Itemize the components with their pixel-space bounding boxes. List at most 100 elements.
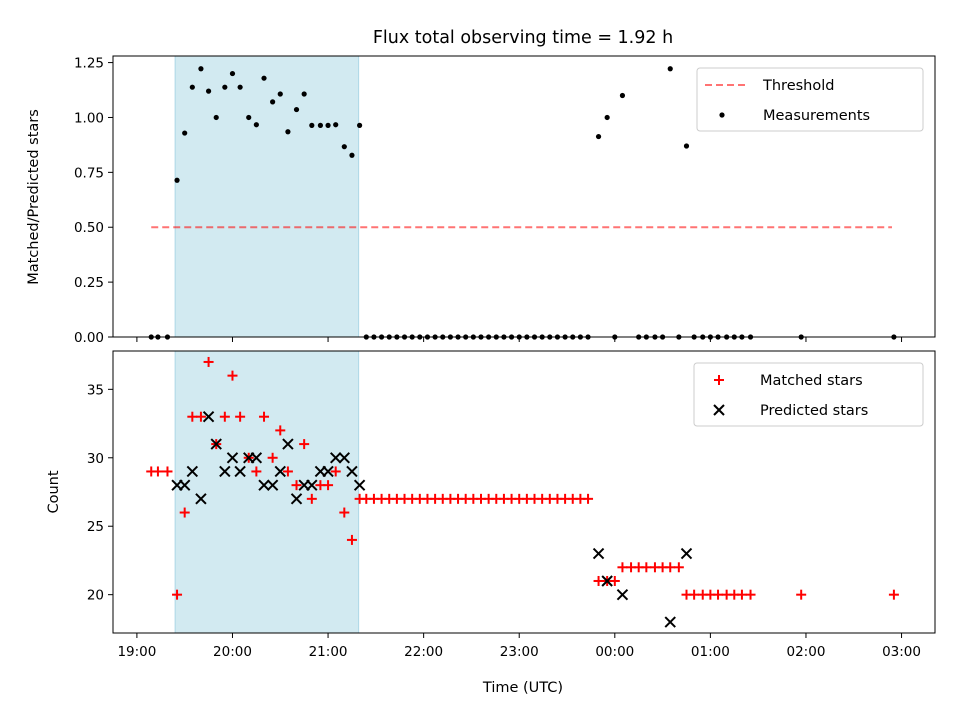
x-tick-label: 00:00 (595, 644, 634, 660)
predicted-star-point (282, 438, 294, 450)
predicted-star-point (322, 465, 334, 478)
matched-star-point (583, 493, 594, 504)
y-tick-label: 0.25 (74, 275, 104, 291)
matched-star-point (195, 411, 206, 422)
matched-star-point (152, 466, 163, 477)
matched-star-point (346, 534, 357, 545)
measurement-point (198, 66, 204, 72)
predicted-star-point (195, 493, 207, 505)
bottom-panel: 20 25 30 35 19:00 20:00 21:00 22:00 23:00 00:00 01… (87, 350, 936, 660)
predicted-star-point (178, 479, 191, 491)
measurement-point (229, 70, 236, 77)
legend-matched-swatch (714, 375, 724, 385)
predicted-star-point (592, 547, 605, 560)
legend-label: Matched stars (760, 373, 863, 389)
axes-frame (112, 350, 936, 634)
measurement-point (683, 143, 690, 149)
matched-star-point (306, 493, 317, 504)
matched-star-point (251, 466, 262, 477)
bottom-y-axis-label: Count (46, 470, 62, 513)
predicted-star-point (353, 479, 366, 491)
measurement-point (667, 66, 673, 72)
predicted-star-point (274, 465, 286, 478)
measurement-point (293, 106, 300, 113)
measurement-point (317, 122, 324, 128)
predicted-star-point (616, 588, 629, 601)
x-tick-label: 20:00 (213, 644, 252, 660)
legend-predicted-swatch (713, 404, 725, 416)
predicted-star-point (346, 465, 358, 478)
predicted-star-point (664, 616, 676, 628)
x-tick-label: 03:00 (882, 644, 921, 660)
x-tick-label: 22:00 (404, 644, 443, 660)
matched-star-point (609, 575, 620, 586)
measurement-point (253, 122, 259, 128)
matched-star-point (282, 466, 293, 477)
matched-star-point (172, 589, 183, 600)
legend-label: Predicted stars (760, 403, 868, 419)
predicted-star-point (266, 479, 279, 491)
measurement-point (357, 122, 363, 128)
predicted-star-point (202, 411, 215, 423)
legend-measurement-swatch (719, 112, 725, 118)
shaded-interval (174, 350, 360, 634)
predicted-star-point (290, 493, 303, 505)
matched-star-point (888, 589, 899, 600)
legend-box (696, 67, 924, 132)
legend-label: Threshold (762, 78, 834, 94)
measurement-point (182, 130, 188, 136)
measurement-point (309, 122, 315, 128)
matched-star-point (745, 589, 756, 600)
y-tick-label: 1.00 (74, 110, 104, 126)
shaded-interval (174, 55, 360, 338)
measurement-point (213, 114, 219, 121)
y-tick-label: 1.25 (74, 56, 104, 72)
predicted-star-point (186, 465, 199, 478)
measurement-point (325, 122, 331, 128)
matched-star-point (227, 370, 238, 381)
matched-star-point (219, 411, 230, 422)
matched-star-point (713, 589, 724, 600)
legend: Matched stars Predicted stars (693, 362, 924, 427)
matched-star-point (593, 575, 604, 586)
matched-star-point (291, 480, 302, 491)
matched-star-point (187, 411, 198, 422)
measurement-point (189, 84, 195, 90)
matched-star-point (267, 452, 278, 463)
chart-title: Flux total observing time = 1.92 h (373, 28, 673, 48)
measurement-point (270, 99, 276, 105)
measurement-point (301, 91, 307, 97)
measurement-point (174, 177, 180, 183)
measurement-point (222, 84, 228, 90)
matched-star-point (617, 562, 628, 573)
measurement-point (604, 114, 610, 121)
measurement-point (595, 133, 602, 140)
matched-star-point (275, 425, 286, 436)
matched-star-point (299, 439, 310, 450)
top-panel: 0.00 0.25 0.50 0.75 1.00 1.25 Threshold Measure… (74, 55, 936, 346)
measurement-point (341, 144, 347, 150)
matched-star-point (665, 562, 676, 573)
matched-star-point (259, 411, 270, 422)
matched-star-point (323, 480, 334, 491)
legend: Threshold Measurements (696, 67, 924, 132)
axes-frame (112, 55, 936, 338)
y-tick-label: 30 (87, 451, 104, 467)
measurement-point (246, 114, 252, 121)
predicted-star-point (306, 479, 318, 491)
predicted-star-point (338, 452, 351, 464)
matched-star-point (339, 507, 350, 518)
matched-star-point (330, 466, 341, 477)
x-axis-label: Time (UTC) (482, 680, 563, 696)
matched-star-point (796, 589, 807, 600)
predicted-star-point (329, 452, 342, 464)
measurement-point (333, 122, 339, 128)
x-tick-label: 19:00 (117, 644, 156, 660)
y-tick-label: 0.50 (74, 220, 104, 236)
predicted-star-point (226, 452, 239, 464)
y-tick-label: 0.00 (74, 330, 104, 346)
predicted-star-point (601, 575, 613, 587)
matched-star-point (673, 562, 684, 573)
matched-star-point (203, 356, 214, 367)
